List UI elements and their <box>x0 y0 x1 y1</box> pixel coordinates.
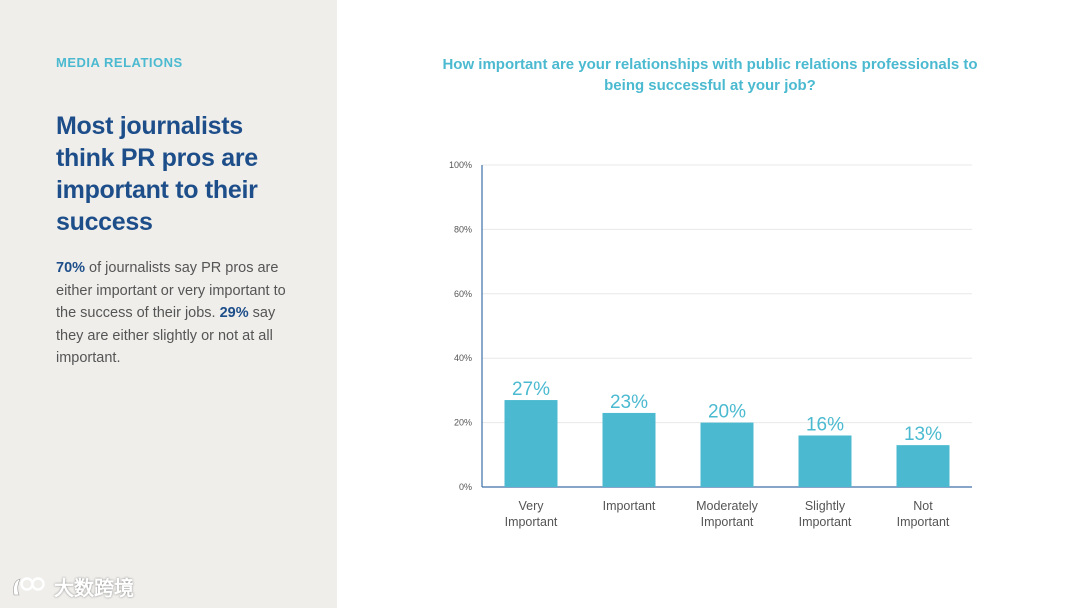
left-panel: MEDIA RELATIONS Most journalists think P… <box>0 0 337 608</box>
section-label: MEDIA RELATIONS <box>56 55 183 70</box>
stat-highlight-2: 29% <box>219 305 249 321</box>
chart-title: How important are your relationships wit… <box>442 56 978 94</box>
x-tick-label: Important <box>701 515 754 529</box>
y-tick-label: 40% <box>454 353 472 363</box>
bar <box>896 445 950 487</box>
y-tick-label: 20% <box>454 418 472 428</box>
bar <box>700 422 754 487</box>
y-tick-label: 0% <box>459 482 472 492</box>
body-text-2: say they are either slightly or not at a… <box>56 305 276 366</box>
y-tick-label: 80% <box>454 224 472 234</box>
data-label: 16% <box>806 414 844 435</box>
watermark-text: 大数跨境 <box>54 578 134 600</box>
data-label: 13% <box>904 424 942 445</box>
x-tick-label: Very <box>518 499 544 513</box>
watermark-logo-icon <box>13 576 45 595</box>
data-label: 20% <box>708 402 746 423</box>
stat-highlight-1: 70% <box>56 260 86 276</box>
watermark: 大数跨境 <box>10 572 134 601</box>
x-tick-label: Not <box>913 499 933 513</box>
x-tick-label: Moderately <box>696 499 759 513</box>
y-tick-label: 60% <box>454 289 472 299</box>
bar <box>504 400 558 487</box>
body-text: 70% of journalists say PR pros are eithe… <box>56 257 286 370</box>
bar <box>798 435 852 487</box>
data-label: 27% <box>512 379 550 400</box>
body-text-1: of journalists say PR pros are either im… <box>56 260 286 321</box>
x-tick-label: Important <box>897 515 950 529</box>
x-tick-label: Slightly <box>805 499 846 513</box>
x-tick-label: Important <box>799 515 852 529</box>
x-tick-label: Important <box>603 499 656 513</box>
bar <box>602 412 656 487</box>
headline: Most journalists think PR pros are impor… <box>56 112 258 236</box>
bar-chart: 0% 20% 40% 60% 80% 100% 27% Very Important 23% Imp… <box>449 160 972 529</box>
y-tick-label: 100% <box>449 160 472 170</box>
data-label: 23% <box>610 392 648 413</box>
x-tick-label: Important <box>505 515 558 529</box>
